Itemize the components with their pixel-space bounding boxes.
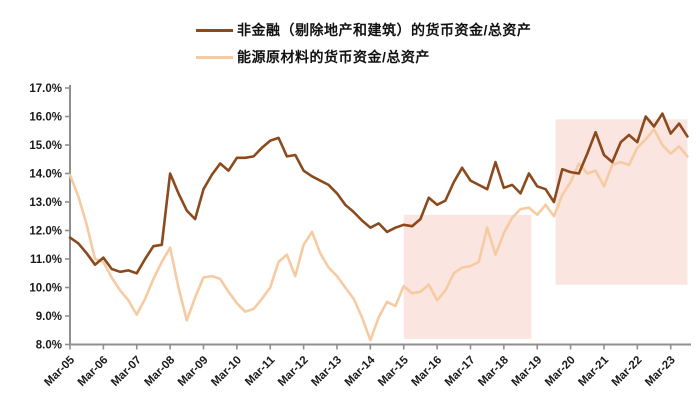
x-tick-label: Mar-14	[343, 354, 378, 389]
x-tick-label: Mar-05	[42, 354, 77, 389]
y-tick-label: 13.0%	[29, 197, 62, 209]
y-tick-label: 8.0%	[36, 340, 62, 352]
x-tick-label: Mar-06	[76, 354, 111, 389]
legend-swatch-nonfinancial-line	[196, 29, 233, 32]
legend-swatch-energy-line	[196, 56, 233, 59]
legend-item-energy: 能源原材料的货币资金/总资产	[196, 47, 531, 68]
x-tick-label: Mar-16	[410, 354, 445, 389]
x-tick-label: Mar-09	[176, 354, 211, 389]
y-tick-label: 15.0%	[29, 140, 62, 152]
y-tick-label: 9.0%	[36, 311, 62, 323]
x-tick-label: Mar-21	[576, 354, 611, 389]
legend: 非金融（剔除地产和建筑）的货币资金/总资产 能源原材料的货币资金/总资产	[196, 20, 531, 68]
legend-label-nonfinancial: 非金融（剔除地产和建筑）的货币资金/总资产	[237, 22, 532, 38]
y-tick-label: 17.0%	[29, 83, 62, 95]
series-line-nonfinancial	[68, 112, 689, 275]
x-tick-label: Mar-07	[109, 354, 144, 389]
x-tick-label: Mar-23	[643, 354, 678, 389]
x-tick-label: Mar-13	[309, 354, 344, 389]
y-tick-label: 10.0%	[29, 283, 62, 295]
x-tick-label: Mar-19	[510, 354, 545, 389]
highlight-box-2	[555, 119, 688, 285]
x-tick-label: Mar-12	[276, 354, 311, 389]
legend-item-nonfinancial: 非金融（剔除地产和建筑）的货币资金/总资产	[196, 20, 531, 41]
y-tick-label: 16.0%	[29, 112, 62, 124]
highlight-box-1	[403, 214, 532, 339]
x-tick-label: Mar-20	[543, 354, 578, 389]
series-line-energy	[68, 128, 689, 342]
x-tick-label: Mar-18	[476, 354, 511, 389]
x-tick-label: Mar-15	[376, 354, 411, 389]
x-tick-label: Mar-17	[443, 354, 478, 389]
y-tick-label: 12.0%	[29, 226, 62, 238]
y-tick-label: 14.0%	[29, 169, 62, 181]
x-tick-label: Mar-11	[243, 354, 278, 389]
y-tick-label: 11.0%	[30, 254, 62, 266]
x-tick-label: Mar-08	[143, 354, 178, 389]
x-tick-label: Mar-10	[209, 354, 244, 389]
legend-label-energy: 能源原材料的货币资金/总资产	[237, 49, 430, 65]
x-tick-label: Mar-22	[610, 354, 645, 389]
